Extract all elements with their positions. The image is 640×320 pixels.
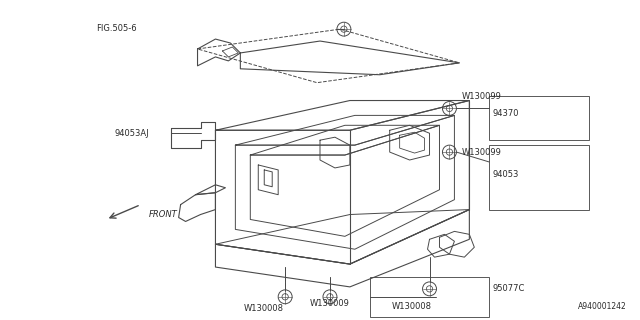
Circle shape: [337, 22, 351, 36]
Circle shape: [278, 290, 292, 304]
Text: W130008: W130008: [243, 304, 284, 313]
Text: W130099: W130099: [461, 92, 501, 101]
Bar: [370, 277, 489, 316]
Text: 94370: 94370: [492, 109, 519, 118]
Text: 94053: 94053: [492, 170, 518, 180]
Circle shape: [442, 101, 456, 116]
Text: A940001242: A940001242: [578, 302, 627, 311]
Text: 95077C: 95077C: [492, 284, 525, 293]
Text: 94053AJ: 94053AJ: [114, 129, 148, 138]
Bar: [489, 96, 589, 140]
Text: FIG.505-6: FIG.505-6: [96, 24, 137, 33]
Text: W130009: W130009: [310, 299, 350, 308]
Bar: [489, 145, 589, 210]
Text: W130008: W130008: [392, 302, 432, 311]
Circle shape: [442, 145, 456, 159]
Text: FRONT: FRONT: [148, 210, 177, 219]
Text: W130099: W130099: [461, 148, 501, 156]
Circle shape: [323, 290, 337, 304]
Circle shape: [422, 282, 436, 296]
